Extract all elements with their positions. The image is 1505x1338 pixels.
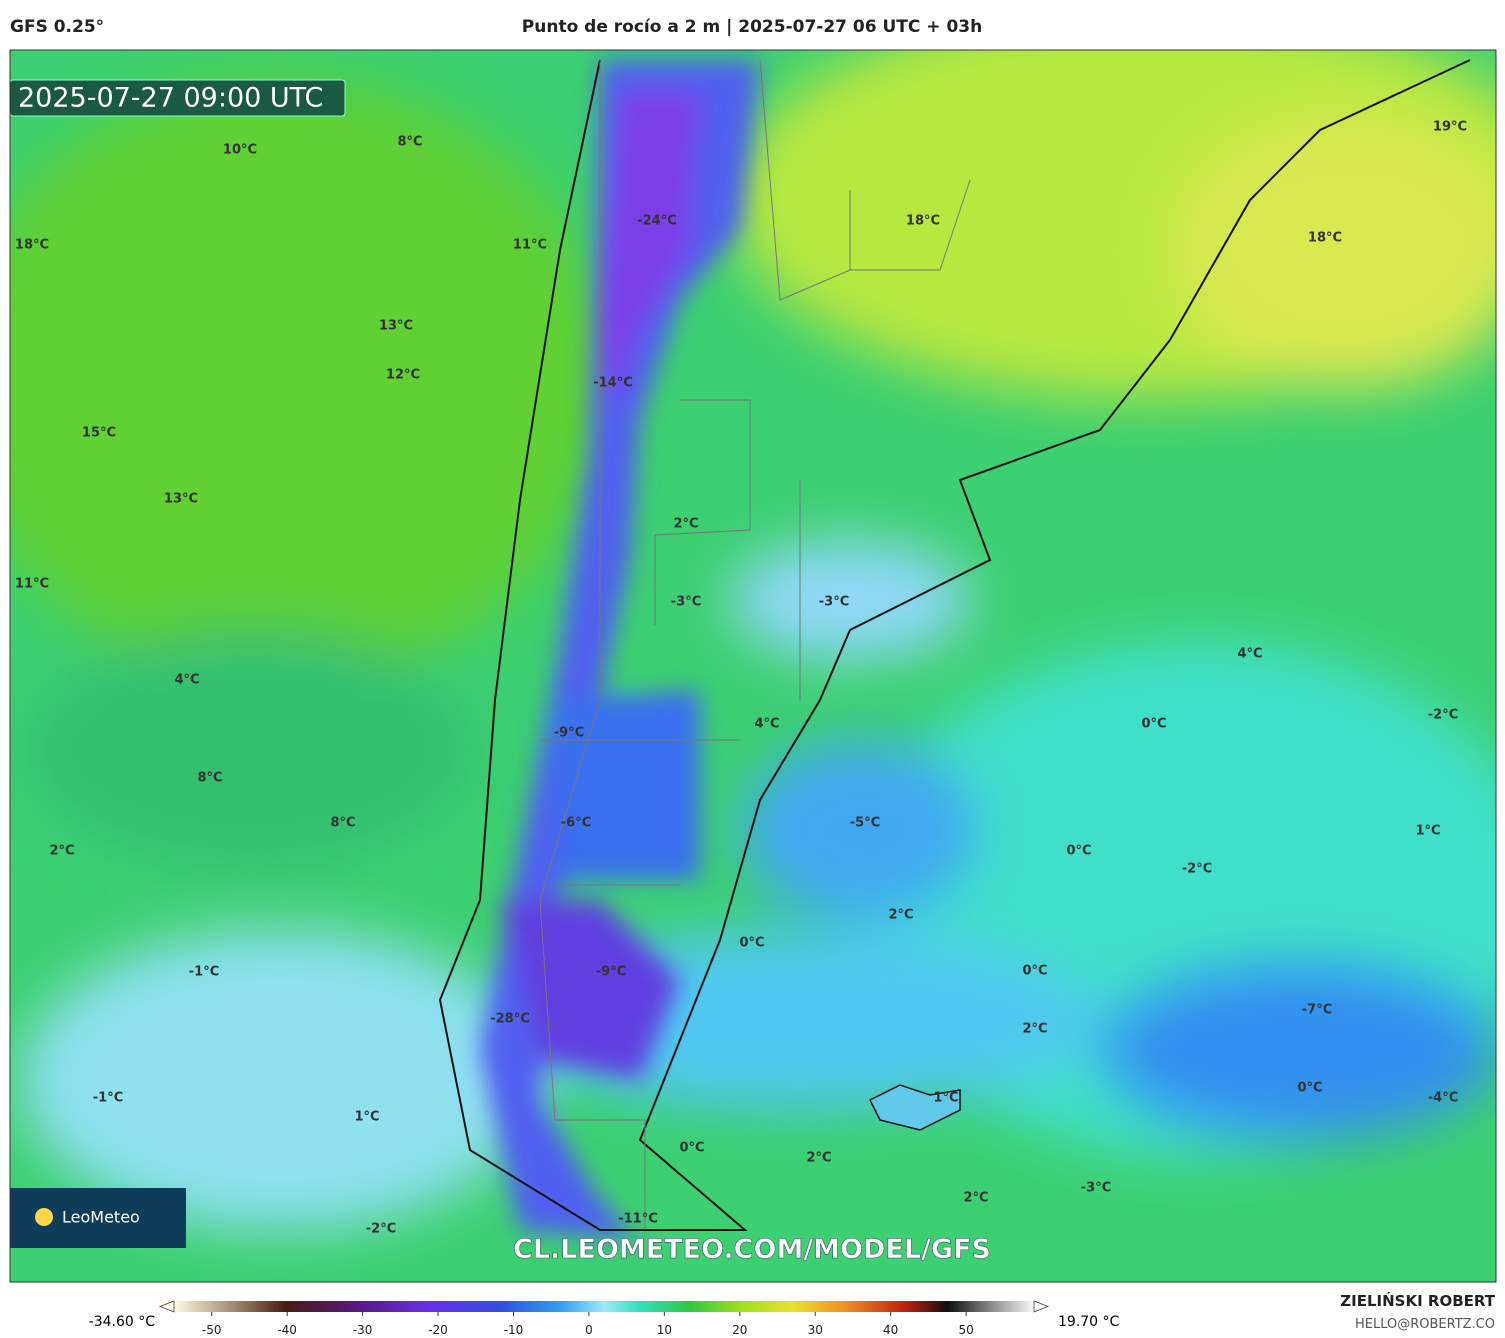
- contour-label: -1°C: [93, 1091, 123, 1106]
- colorbar-tick-label: -10: [504, 1323, 524, 1337]
- contour-label: 4°C: [754, 717, 779, 732]
- contour-label: 12°C: [386, 368, 420, 383]
- map-frame: [9, 49, 1497, 1283]
- contour-label: 8°C: [197, 771, 222, 786]
- colorbar-tick-label: 40: [883, 1323, 898, 1337]
- contour-label: -9°C: [596, 965, 626, 980]
- colorbar-tick-label: -40: [277, 1323, 297, 1337]
- contour-label: 13°C: [379, 319, 413, 334]
- map: 10°C 8°C 18°C 11°C -24°C 18°C 19°C 18°C 13°C 12°C…: [10, 50, 1496, 1282]
- contour-label: -14°C: [593, 376, 633, 391]
- contour-label: 13°C: [164, 492, 198, 507]
- watermark: CL.LEOMETEO.COM/MODEL/GFS: [513, 1234, 991, 1265]
- colorbar-tick-label: -20: [428, 1323, 448, 1337]
- contour-label: 18°C: [906, 214, 940, 229]
- contour-label: 2°C: [1022, 1022, 1047, 1037]
- colorbar: -34.60 °C 19.70 °C -50 -40 -30 -20 -10 0 10 20 3…: [89, 1300, 1120, 1337]
- contour-label: 0°C: [1066, 844, 1091, 859]
- contour-label: 8°C: [330, 816, 355, 831]
- contour-label: 2°C: [806, 1151, 831, 1166]
- contour-label: -28°C: [490, 1012, 530, 1027]
- contour-label: 0°C: [1022, 964, 1047, 979]
- colorbar-tick-label: 0: [585, 1323, 593, 1337]
- contour-label: 2°C: [888, 908, 913, 923]
- contour-label: -2°C: [1428, 708, 1458, 723]
- model-name: GFS 0.25°: [10, 17, 104, 37]
- contour-label: 0°C: [679, 1141, 704, 1156]
- contour-label: -3°C: [671, 595, 701, 610]
- contour-label: 0°C: [739, 936, 764, 951]
- contour-label: 4°C: [1237, 647, 1262, 662]
- logo-text: LeoMeteo: [62, 1208, 140, 1227]
- borders: [539, 59, 971, 1230]
- contour-label: 19°C: [1433, 120, 1467, 135]
- contour-label: -3°C: [819, 595, 849, 610]
- contour-label: -3°C: [1081, 1181, 1111, 1196]
- contour-label: 4°C: [174, 673, 199, 688]
- contour-label: -4°C: [1428, 1091, 1458, 1106]
- falklands: [868, 1084, 961, 1131]
- contour-label: 1°C: [354, 1110, 379, 1125]
- colorbar-tick-label: -50: [202, 1323, 222, 1337]
- contour-label: 0°C: [1297, 1081, 1322, 1096]
- contour-label: 15°C: [82, 426, 116, 441]
- contour-label: -2°C: [366, 1222, 396, 1237]
- contour-label: 18°C: [15, 238, 49, 253]
- contour-label: -6°C: [561, 816, 591, 831]
- colorbar-strip: [174, 1301, 1034, 1312]
- contour-label: 18°C: [1308, 231, 1342, 246]
- contour-label: -11°C: [618, 1212, 658, 1227]
- contour-label: -5°C: [850, 816, 880, 831]
- contour-label: 1°C: [933, 1091, 958, 1106]
- contour-label: -9°C: [554, 726, 584, 741]
- contour-label: 2°C: [673, 517, 698, 532]
- colorbar-max: 19.70 °C: [1058, 1314, 1120, 1330]
- contour-label: 2°C: [49, 844, 74, 859]
- colorbar-tick-label: -30: [353, 1323, 373, 1337]
- colorbar-end: [1033, 1300, 1049, 1313]
- logo-sun: [35, 1208, 53, 1226]
- contour-label: 11°C: [15, 577, 49, 592]
- colorbar-tick-label: 10: [657, 1323, 672, 1337]
- contour-label: -7°C: [1302, 1003, 1332, 1018]
- contour-label: 11°C: [513, 238, 547, 253]
- coastline: [438, 59, 1471, 1231]
- contour-label: -1°C: [189, 965, 219, 980]
- colorbar-tick-label: 50: [958, 1323, 973, 1337]
- timestamp: 2025-07-27 09:00 UTC: [18, 83, 323, 114]
- contour-label: 2°C: [963, 1191, 988, 1206]
- colorbar-end: [159, 1300, 175, 1313]
- contour-label: -24°C: [637, 214, 677, 229]
- colorbar-tick-label: 20: [732, 1323, 747, 1337]
- contour-label: 0°C: [1141, 717, 1166, 732]
- colorbar-tick-label: 30: [808, 1323, 823, 1337]
- contour-label: 10°C: [223, 143, 257, 158]
- map-title: Punto de rocío a 2 m | 2025-07-27 06 UTC…: [522, 17, 982, 37]
- contour-label: -2°C: [1182, 862, 1212, 877]
- contour-label: 1°C: [1415, 824, 1440, 839]
- author: ZIELIŃSKI ROBERT: [1340, 1291, 1495, 1310]
- email: HELLO@ROBERTZ.CO: [1355, 1317, 1495, 1332]
- timestamp-box: [10, 79, 346, 117]
- contour-label: 8°C: [397, 135, 422, 150]
- colorbar-min: -34.60 °C: [89, 1314, 156, 1330]
